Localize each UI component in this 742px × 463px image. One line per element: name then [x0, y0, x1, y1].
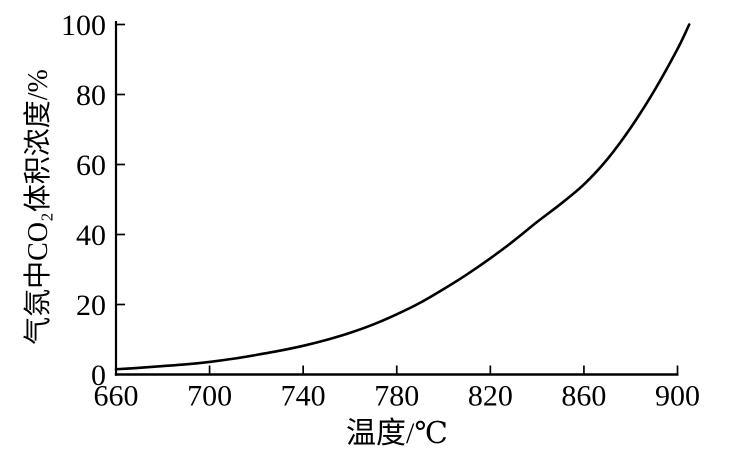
y-tick-label: 80	[76, 79, 106, 112]
x-axis-title: 温度/℃	[346, 417, 448, 450]
y-tick-label: 0	[91, 359, 106, 392]
x-tick-label: 780	[374, 380, 419, 413]
x-tick-label: 820	[468, 380, 513, 413]
y-axis-title: 气氛中CO₂体积浓度/%	[23, 69, 54, 345]
x-tick-label: 660	[94, 380, 139, 413]
y-tick-label: 20	[76, 289, 106, 322]
y-tick-label: 100	[61, 9, 106, 42]
x-tick-label: 900	[655, 380, 700, 413]
x-tick-label: 740	[281, 380, 326, 413]
y-tick-label: 60	[76, 149, 106, 182]
x-tick-label: 860	[561, 380, 606, 413]
co2-concentration-curve	[114, 23, 691, 371]
y-tick-label: 40	[76, 219, 106, 252]
x-tick-label: 700	[187, 380, 232, 413]
